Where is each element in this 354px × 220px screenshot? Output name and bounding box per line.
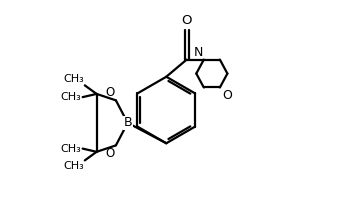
Text: N: N bbox=[193, 46, 203, 59]
Text: CH₃: CH₃ bbox=[63, 74, 84, 84]
Text: CH₃: CH₃ bbox=[63, 161, 84, 171]
Text: B: B bbox=[123, 116, 132, 129]
Text: O: O bbox=[105, 147, 114, 160]
Text: CH₃: CH₃ bbox=[61, 92, 81, 102]
Text: O: O bbox=[181, 14, 192, 27]
Text: O: O bbox=[222, 89, 232, 102]
Text: CH₃: CH₃ bbox=[61, 144, 81, 154]
Text: O: O bbox=[105, 86, 114, 99]
